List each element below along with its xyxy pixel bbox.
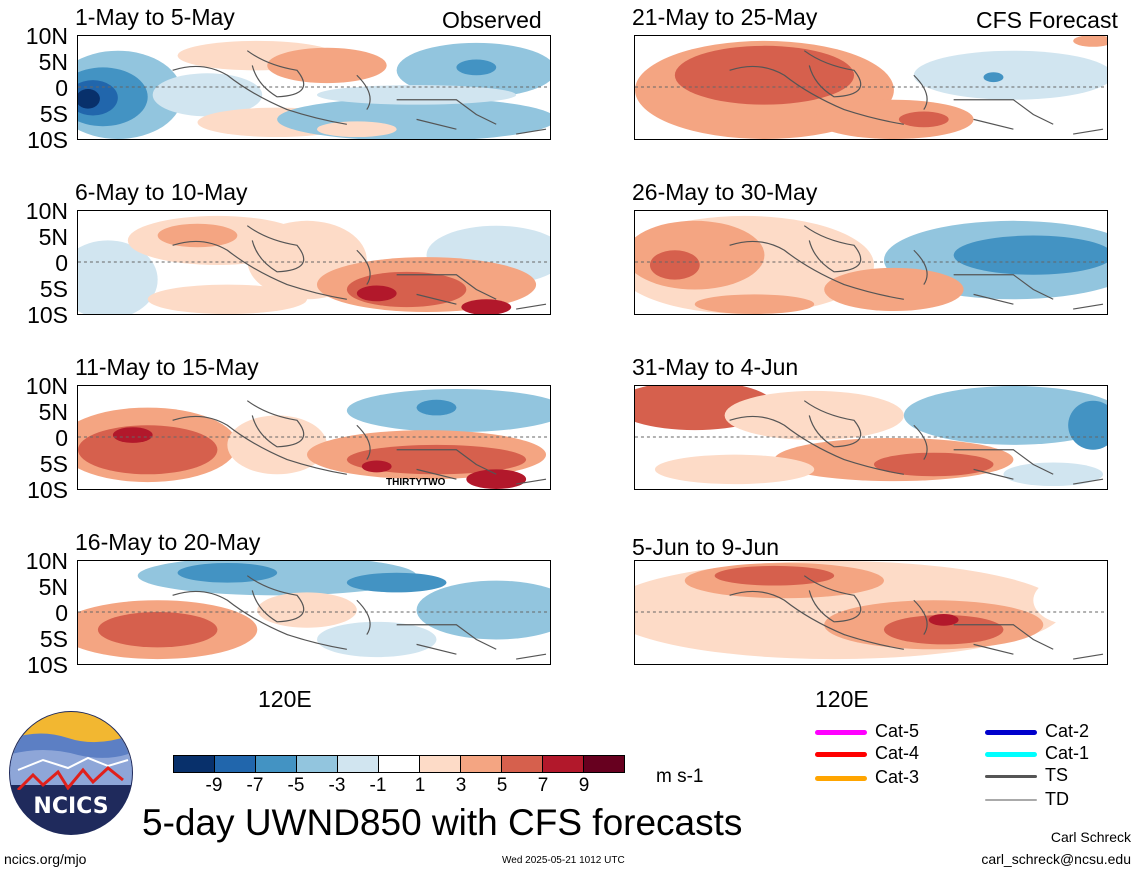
colorbar bbox=[173, 755, 625, 773]
map-panel-6 bbox=[634, 385, 1108, 490]
lat-label: 10S bbox=[27, 302, 68, 328]
panel-7-title: 16-May to 20-May bbox=[75, 529, 261, 555]
colorbar-tick: 7 bbox=[537, 775, 549, 796]
colorbar-tick: 9 bbox=[578, 775, 590, 796]
legend-line-cat1 bbox=[985, 752, 1037, 757]
colorbar-swatch bbox=[542, 756, 583, 772]
legend-label-cat3: Cat-3 bbox=[875, 767, 920, 787]
panel-8-title: 5-Jun to 9-Jun bbox=[632, 534, 780, 560]
legend-label-cat1: Cat-1 bbox=[1045, 743, 1090, 763]
map-panel-5: THIRTYTWO bbox=[77, 385, 551, 490]
legend-line-cat3 bbox=[815, 776, 867, 781]
colorbar-swatch bbox=[255, 756, 296, 772]
lat-label: 10S bbox=[27, 127, 68, 153]
lat-label: 10N bbox=[25, 23, 68, 49]
lat-label: 5S bbox=[39, 276, 68, 302]
lat-label: 5S bbox=[39, 626, 68, 652]
lat-label: 0 bbox=[55, 75, 68, 101]
legend-line-cat2 bbox=[985, 730, 1037, 735]
colorbar-tick: 5 bbox=[496, 775, 508, 796]
map-panel-3 bbox=[77, 210, 551, 315]
lat-label: 10S bbox=[27, 477, 68, 503]
colorbar-swatch bbox=[460, 756, 501, 772]
colorbar-swatch bbox=[296, 756, 337, 772]
legend-label-td: TD bbox=[1045, 789, 1069, 809]
lat-label: 5N bbox=[38, 399, 68, 425]
legend-line-cat5 bbox=[815, 730, 867, 735]
legend-label-ts: TS bbox=[1045, 765, 1069, 785]
legend-line-cat4 bbox=[815, 752, 867, 757]
colorbar-swatch bbox=[419, 756, 460, 772]
main-title: 5-day UWND850 with CFS forecasts bbox=[142, 802, 743, 843]
panel-1-title: 1-May to 5-May bbox=[75, 4, 235, 30]
colorbar-tick: 1 bbox=[414, 775, 426, 796]
lat-label: 5S bbox=[39, 451, 68, 477]
footer-timestamp: Wed 2025-05-21 1012 UTC bbox=[502, 855, 625, 866]
colorbar-tick: 3 bbox=[455, 775, 467, 796]
legend-line-td bbox=[985, 799, 1037, 801]
panel-2-tag: CFS Forecast bbox=[976, 7, 1118, 33]
colorbar-tick: -3 bbox=[328, 775, 346, 796]
map-panel-2 bbox=[634, 35, 1108, 140]
lat-label: 10S bbox=[27, 652, 68, 678]
panel-2-title: 21-May to 25-May bbox=[632, 4, 818, 30]
colorbar-tick: -1 bbox=[369, 775, 387, 796]
lat-label: 10N bbox=[25, 198, 68, 224]
panel-5-title: 11-May to 15-May bbox=[75, 354, 259, 380]
colorbar-swatch bbox=[501, 756, 542, 772]
logo-text: NCICS bbox=[33, 794, 109, 819]
colorbar-swatch bbox=[337, 756, 378, 772]
legend-line-ts bbox=[985, 775, 1037, 778]
lat-label: 5S bbox=[39, 101, 68, 127]
colorbar-tick: -9 bbox=[205, 775, 223, 796]
map-panel-1 bbox=[77, 35, 551, 140]
storm-label: THIRTYTWO bbox=[386, 477, 446, 488]
colorbar-tick: -5 bbox=[287, 775, 305, 796]
panel-4-title: 26-May to 30-May bbox=[632, 179, 818, 205]
lat-label: 10N bbox=[25, 373, 68, 399]
colorbar-swatch bbox=[583, 756, 624, 772]
colorbar-swatch bbox=[174, 756, 214, 772]
panel-6-title: 31-May to 4-Jun bbox=[632, 354, 799, 380]
lat-label: 0 bbox=[55, 425, 68, 451]
legend-label-cat5: Cat-5 bbox=[875, 721, 920, 741]
colorbar-tick: -7 bbox=[246, 775, 264, 796]
footer-url[interactable]: ncics.org/mjo bbox=[4, 851, 87, 867]
map-panel-8 bbox=[634, 560, 1108, 665]
footer-author: Carl Schreck bbox=[1050, 829, 1131, 845]
panel-1-tag: Observed bbox=[442, 7, 542, 33]
lat-label: 5N bbox=[38, 224, 68, 250]
map-panel-4 bbox=[634, 210, 1108, 315]
lat-label: 0 bbox=[55, 600, 68, 626]
lon-label-right: 120E bbox=[815, 686, 869, 712]
colorbar-swatch bbox=[378, 756, 419, 772]
lon-label-left: 120E bbox=[258, 686, 312, 712]
lat-label: 5N bbox=[38, 49, 68, 75]
colorbar-swatch bbox=[214, 756, 255, 772]
lat-label: 10N bbox=[25, 548, 68, 574]
legend-label-cat2: Cat-2 bbox=[1045, 721, 1090, 741]
panel-3-title: 6-May to 10-May bbox=[75, 179, 248, 205]
map-panel-7 bbox=[77, 560, 551, 665]
lat-label: 5N bbox=[38, 574, 68, 600]
ncics-logo: NCICS bbox=[8, 710, 134, 836]
legend-label-cat4: Cat-4 bbox=[875, 743, 920, 763]
footer-email[interactable]: carl_schreck@ncsu.edu bbox=[981, 851, 1131, 867]
lat-label: 0 bbox=[55, 250, 68, 276]
colorbar-units: m s-1 bbox=[656, 766, 704, 787]
